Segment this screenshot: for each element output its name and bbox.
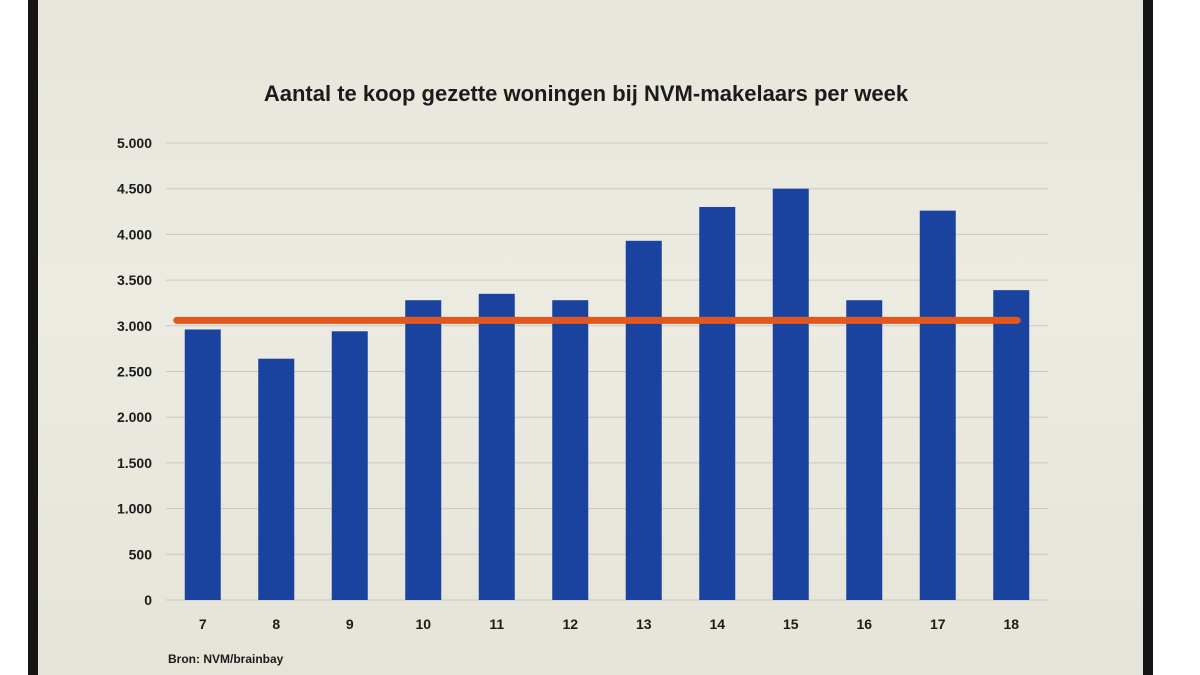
bar-chart: Aantal te koop gezette woningen bij NVM-… [117,81,1048,632]
y-tick-label: 500 [129,546,153,562]
x-tick-label: 12 [562,616,578,632]
x-tick-label: 17 [930,616,946,632]
chart-title: Aantal te koop gezette woningen bij NVM-… [264,81,909,106]
gridlines [166,142,1048,601]
bar-week-12 [552,300,589,600]
bar-week-11 [478,293,515,600]
bar-week-10 [405,300,442,600]
bar-week-15 [772,188,809,600]
bar-week-13 [625,240,662,600]
x-axis-labels: 7 8 9 10 11 12 13 14 15 16 17 18 [199,616,1019,632]
bar-week-18 [993,290,1030,600]
x-tick-label: 7 [199,616,207,632]
source-note: Bron: NVM/brainbay [168,652,284,666]
x-tick-label: 16 [856,616,872,632]
monitor-bezel-left [28,0,38,675]
x-tick-label: 10 [415,616,431,632]
chart-screen: Aantal te koop gezette woningen bij NVM-… [38,0,1143,675]
y-tick-label: 2.500 [117,364,152,380]
y-tick-label: 4.000 [117,226,152,242]
bar-week-16 [846,300,883,600]
x-tick-label: 15 [783,616,799,632]
y-axis-ticks: 0 500 1.000 1.500 2.000 2.500 3.000 3.500 4.000 4… [117,135,152,608]
y-tick-label: 2.000 [117,409,152,425]
y-tick-label: 4.500 [117,181,152,197]
x-tick-label: 11 [489,616,504,632]
y-tick-label: 3.500 [117,272,152,288]
bars [184,188,1030,601]
y-tick-label: 5.000 [117,135,152,151]
bar-week-7 [184,329,221,600]
x-tick-label: 18 [1003,616,1019,632]
y-tick-label: 1.000 [117,501,152,517]
monitor-bezel-right [1143,0,1153,675]
bar-week-14 [699,206,736,601]
x-tick-label: 8 [272,616,280,632]
y-tick-label: 3.000 [117,318,152,334]
bar-week-17 [919,210,956,601]
bar-week-9 [331,331,368,600]
x-tick-label: 9 [346,616,354,632]
y-tick-label: 0 [144,592,152,608]
x-tick-label: 14 [709,616,725,632]
x-tick-label: 13 [636,616,652,632]
y-tick-label: 1.500 [117,455,152,471]
bar-week-8 [258,358,295,600]
